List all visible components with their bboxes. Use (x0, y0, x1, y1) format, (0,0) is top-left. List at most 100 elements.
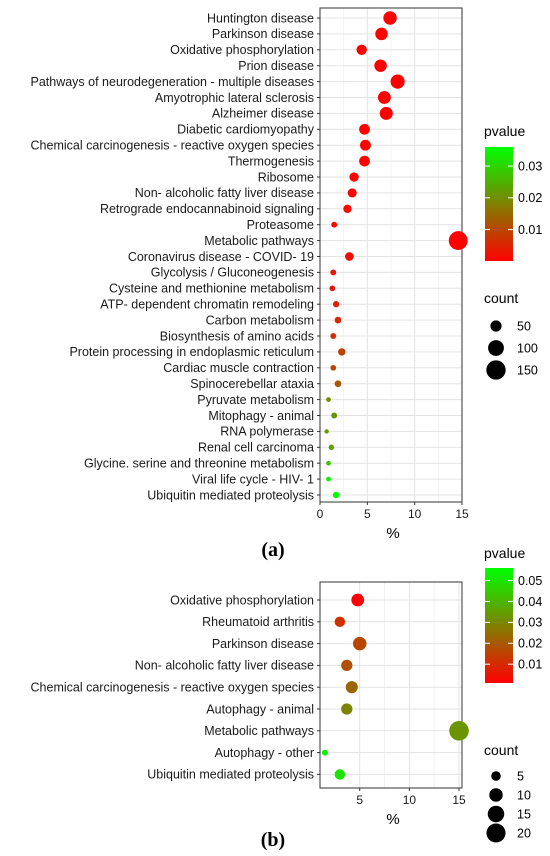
colorbar-tick-label: 0.05 (518, 574, 542, 588)
count-legend-key (489, 788, 503, 802)
data-point (326, 460, 331, 466)
data-point (349, 172, 359, 182)
y-tick-label: Thermogenesis (228, 154, 314, 168)
data-point (351, 593, 365, 607)
y-tick-label: Chemical carcinogenesis - reactive oxyge… (31, 681, 314, 695)
data-point (329, 285, 336, 292)
y-tick-label: Autophagy - animal (206, 702, 314, 716)
colorbar-tick-label: 0.02 (518, 191, 542, 205)
data-point (341, 659, 353, 672)
x-tick-label: 10 (408, 507, 422, 521)
pvalue-legend: pvalue 0.01 0.02 0.03 (484, 123, 542, 261)
y-tick-label: Proteasome (247, 218, 314, 232)
data-point (374, 59, 387, 72)
data-point (326, 476, 331, 482)
x-tick-label: 15 (455, 507, 469, 521)
count-legend-key (490, 320, 502, 332)
colorbar-tick-label: 0.01 (518, 223, 542, 237)
plot-area (320, 582, 462, 788)
y-tick-label: Cysteine and methionine metabolism (109, 282, 314, 296)
y-tick-label: Carbon metabolism (206, 313, 314, 327)
data-point (334, 769, 346, 780)
y-tick-label: Rheumatoid arthritis (202, 615, 314, 629)
data-point (356, 44, 367, 55)
data-points (321, 593, 469, 780)
data-points (324, 11, 468, 499)
y-tick-label: Diabetic cardiomyopathy (177, 123, 315, 137)
y-tick-label: Chemical carcinogenesis - reactive oxyge… (31, 139, 314, 153)
data-point (449, 721, 469, 741)
data-point (347, 188, 357, 198)
x-tick-label: 10 (403, 793, 417, 807)
data-point (359, 155, 370, 167)
data-point (448, 231, 468, 251)
count-legend-label: 15 (517, 808, 531, 822)
y-tick-label: Parkinson disease (212, 637, 314, 651)
y-tick-label: Oxidative phosphorylation (170, 593, 314, 607)
data-point (338, 348, 346, 356)
y-tick-label: Amyotrophic lateral sclerosis (155, 91, 314, 105)
y-tick-label: Renal cell carcinoma (198, 441, 314, 455)
data-point (377, 91, 391, 104)
data-point (345, 252, 354, 261)
colorbar-tick-label: 0.03 (518, 159, 542, 173)
y-tick-label: Huntington disease (207, 11, 314, 25)
data-point (343, 204, 352, 213)
grid-lines (319, 8, 463, 502)
data-point (390, 74, 405, 89)
colorbar-tick-label: 0.04 (518, 595, 542, 609)
pvalue-legend-title: pvalue (484, 123, 525, 139)
data-point (321, 749, 328, 756)
count-legend-label: 5 (517, 770, 524, 784)
y-tick-label: Ubiquitin mediated proteolysis (147, 488, 314, 502)
y-tick-label: Oxidative phosphorylation (170, 43, 314, 57)
y-tick-label: Parkinson disease (212, 27, 314, 41)
data-point (332, 491, 340, 499)
count-legend-key (486, 823, 506, 843)
count-legend-key (491, 771, 501, 781)
x-tick-label: 0 (317, 507, 324, 521)
pvalue-legend-title: pvalue (484, 545, 525, 561)
y-tick-label: Glycine. serine and threonine metabolism (84, 457, 314, 471)
data-point (328, 444, 335, 451)
x-tick-label: 5 (364, 507, 371, 521)
data-point (383, 11, 397, 25)
colorbar-tick-label: 0.01 (518, 657, 542, 671)
y-tick-label: RNA polymerase (220, 425, 314, 439)
x-tick-label: 5 (356, 793, 363, 807)
y-tick-label: Glycolysis / Gluconeogenesis (151, 266, 314, 280)
data-point (330, 333, 337, 339)
count-legend-title: count (484, 290, 518, 306)
x-axis-ticks: 5 10 15 (356, 788, 466, 807)
count-legend-label: 20 (517, 827, 531, 841)
y-tick-label: Spinocerebellar ataxia (190, 377, 314, 391)
y-tick-label: Biosynthesis of amino acids (160, 329, 314, 343)
count-legend-label: 150 (517, 364, 538, 378)
data-point (330, 269, 337, 276)
count-legend-title: count (484, 742, 518, 758)
data-point (375, 27, 388, 41)
data-point (331, 412, 338, 419)
x-tick-label: 15 (452, 793, 466, 807)
chart-panel-b: Oxidative phosphorylation Rheumatoid arth… (31, 545, 543, 851)
x-axis-ticks: 0 5 10 15 (317, 502, 469, 521)
y-tick-label: Metabolic pathways (204, 724, 314, 738)
y-tick-label: ATP- dependent chromatin remodeling (100, 298, 314, 312)
data-point (334, 616, 346, 628)
x-axis-label: % (386, 811, 399, 828)
pvalue-legend: pvalue 0.01 0.02 0.03 0.04 0.05 (484, 545, 542, 683)
grid-lines (320, 582, 462, 788)
count-legend-key (487, 805, 505, 823)
data-point (330, 364, 337, 371)
count-legend-label: 100 (517, 342, 538, 356)
data-point (341, 703, 353, 715)
pvalue-colorbar (485, 147, 513, 261)
y-tick-label: Alzheimer disease (212, 107, 314, 121)
y-tick-label: Ribosome (258, 170, 314, 184)
panel-label: (a) (261, 539, 284, 561)
colorbar-tick-label: 0.02 (518, 637, 542, 651)
count-legend-label: 50 (517, 320, 531, 334)
y-tick-label: Retrograde endocannabinoid signaling (100, 202, 314, 216)
data-point (352, 636, 367, 651)
